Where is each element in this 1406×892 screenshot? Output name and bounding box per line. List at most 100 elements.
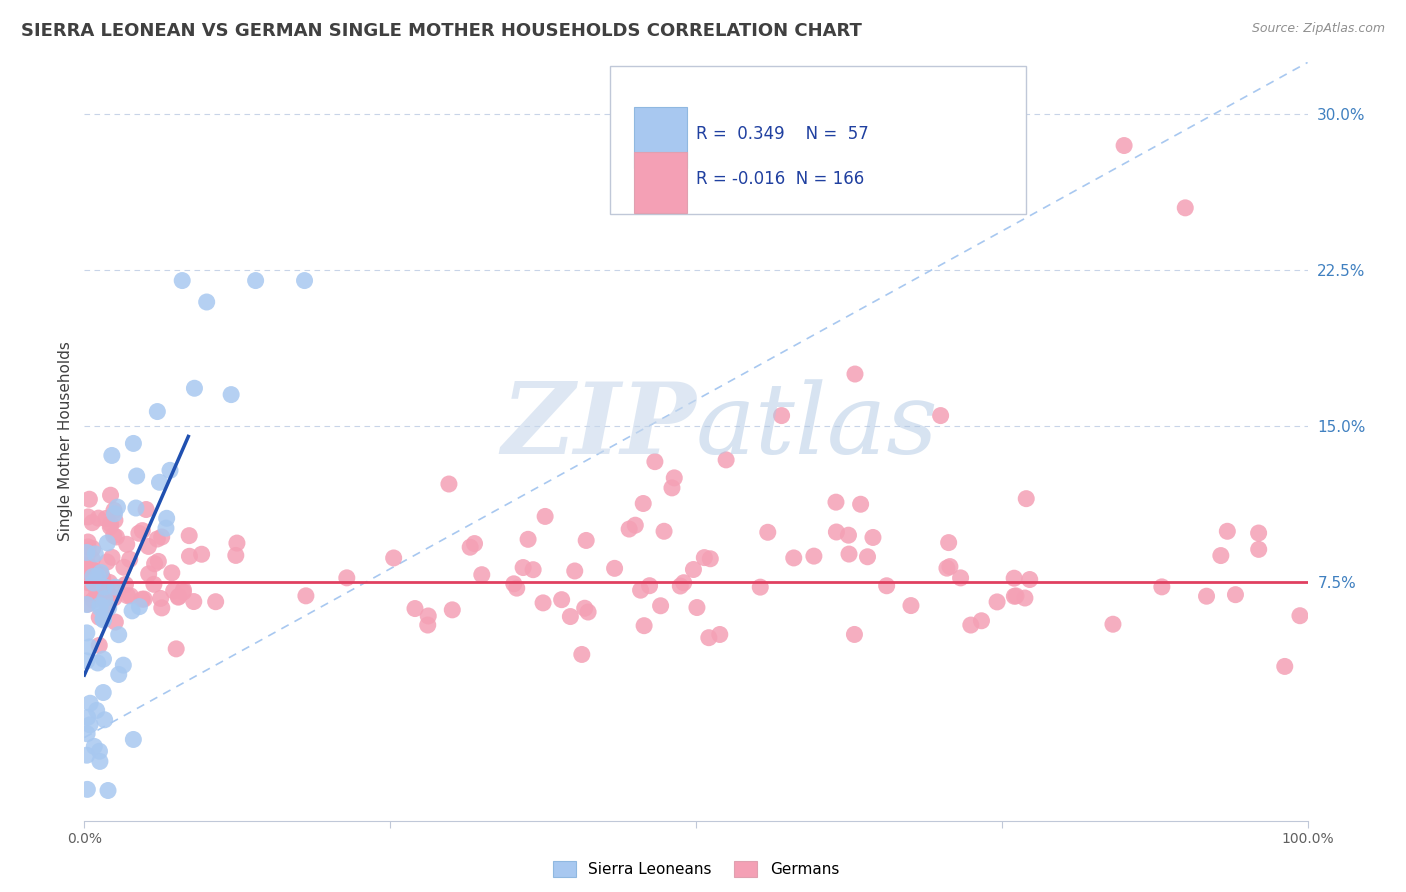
Point — [471, 567, 494, 582]
Point — [93, 613, 115, 627]
Point — [959, 618, 981, 632]
Point — [650, 599, 672, 613]
Point — [89, 744, 111, 758]
Point — [83, 573, 105, 587]
Point — [150, 601, 173, 615]
Point — [709, 627, 731, 641]
Point — [105, 530, 128, 544]
Point — [76, 545, 98, 559]
Point — [128, 599, 150, 614]
Point — [295, 589, 318, 603]
Point — [98, 575, 121, 590]
Point — [86, 583, 108, 598]
Point — [146, 404, 169, 418]
Point — [862, 531, 884, 545]
Point — [838, 547, 860, 561]
Point — [686, 600, 709, 615]
Point — [183, 381, 205, 395]
Point — [86, 569, 108, 583]
Point — [225, 549, 247, 563]
Point — [77, 510, 100, 524]
Point — [1002, 589, 1025, 603]
Point — [770, 409, 793, 423]
Point — [935, 561, 957, 575]
Point — [89, 610, 111, 624]
Point — [122, 732, 145, 747]
Point — [89, 599, 111, 613]
Point — [91, 612, 114, 626]
Point — [179, 529, 201, 543]
Point — [1014, 591, 1036, 605]
Point — [155, 521, 177, 535]
Point — [120, 589, 142, 603]
Point — [121, 604, 143, 618]
Point — [617, 522, 640, 536]
Point — [156, 511, 179, 525]
Point — [89, 576, 111, 591]
Point — [172, 274, 194, 288]
Point — [122, 436, 145, 450]
Point — [1247, 526, 1270, 541]
Text: atlas: atlas — [696, 379, 939, 474]
Point — [844, 627, 866, 641]
Point — [104, 580, 127, 594]
Point — [167, 590, 190, 604]
Point — [517, 533, 540, 547]
Point — [1216, 524, 1239, 539]
Point — [86, 656, 108, 670]
Point — [531, 596, 554, 610]
Point — [938, 535, 960, 549]
Point — [574, 601, 596, 615]
Legend: Sierra Leoneans, Germans: Sierra Leoneans, Germans — [553, 862, 839, 878]
Point — [105, 582, 128, 597]
Point — [104, 615, 127, 629]
Point — [101, 550, 124, 565]
Point — [84, 565, 107, 579]
Point — [138, 540, 160, 554]
Point — [437, 477, 460, 491]
Point — [82, 593, 104, 607]
Point — [550, 592, 572, 607]
Text: R = -0.016  N = 166: R = -0.016 N = 166 — [696, 169, 865, 188]
Point — [79, 718, 101, 732]
Point — [190, 547, 212, 561]
Point — [1209, 549, 1232, 563]
Point — [134, 592, 156, 607]
Point — [664, 471, 686, 485]
Point — [1225, 588, 1247, 602]
Point — [148, 554, 170, 568]
Point — [825, 524, 848, 539]
Point — [146, 532, 169, 546]
Point — [89, 601, 111, 615]
Point — [79, 640, 101, 654]
Point — [97, 591, 120, 605]
Point — [464, 536, 486, 550]
FancyBboxPatch shape — [634, 107, 688, 169]
Text: R =  0.349    N =  57: R = 0.349 N = 57 — [696, 125, 869, 143]
Point — [693, 550, 716, 565]
Point — [82, 569, 104, 583]
Point — [172, 585, 194, 599]
Point — [142, 577, 165, 591]
Point — [1195, 589, 1218, 603]
Point — [97, 783, 120, 797]
Point — [416, 618, 439, 632]
Point — [652, 524, 675, 539]
Point — [101, 449, 124, 463]
Point — [195, 295, 218, 310]
Point — [77, 566, 100, 581]
Point — [633, 618, 655, 632]
FancyBboxPatch shape — [634, 152, 688, 213]
Point — [163, 583, 186, 598]
Point — [900, 599, 922, 613]
Point — [90, 566, 112, 580]
Point — [697, 631, 720, 645]
Point — [661, 481, 683, 495]
Point — [672, 575, 695, 590]
Point — [714, 453, 737, 467]
Point — [245, 274, 267, 288]
Point — [756, 525, 779, 540]
Point — [86, 703, 108, 717]
Point — [77, 586, 100, 600]
Point — [107, 500, 129, 515]
